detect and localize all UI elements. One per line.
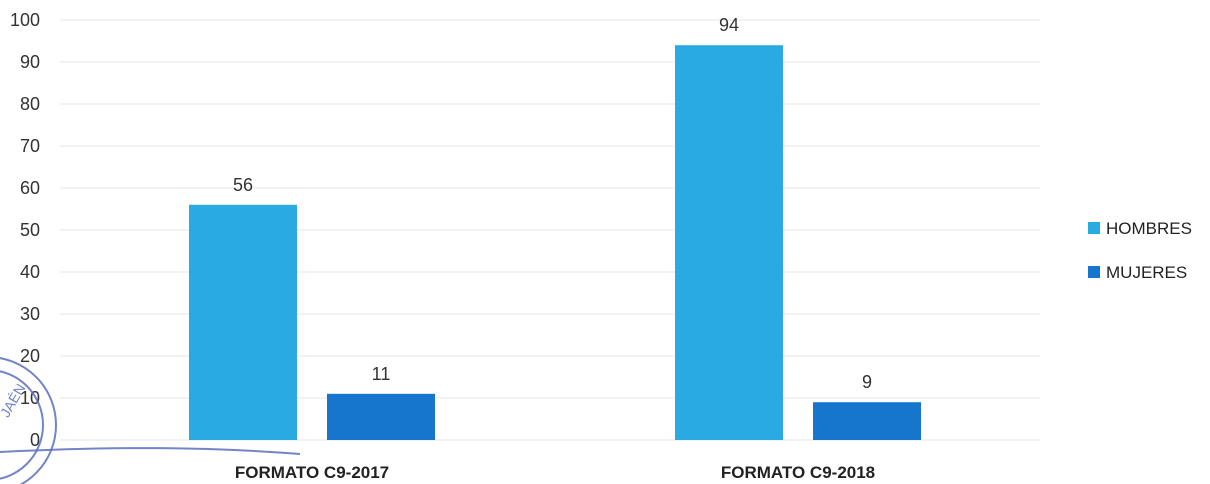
y-tick-label: 90 [20,52,40,72]
y-axis-ticks: 0 10 20 30 40 50 60 70 80 90 100 [10,10,40,450]
y-tick-label: 70 [20,136,40,156]
y-tick-label: 10 [20,388,40,408]
bar-hombres [189,204,297,440]
legend-swatch [1088,222,1100,234]
y-tick-label: 60 [20,178,40,198]
data-label: 11 [372,364,391,384]
legend: HOMBRES MUJERES [1088,219,1192,282]
seal-stamp: JAÉN [0,357,301,484]
y-tick-label: 80 [20,94,40,114]
data-labels: 56 11 94 9 [233,15,872,392]
category-label: FORMATO C9-2018 [721,463,875,482]
y-tick-label: 30 [20,304,40,324]
category-labels: FORMATO C9-2017 FORMATO C9-2018 [235,463,875,482]
data-label: 56 [233,175,253,195]
legend-label: HOMBRES [1106,219,1192,238]
bar-mujeres [813,402,921,440]
y-tick-label: 0 [30,430,40,450]
bars [189,45,921,440]
legend-swatch [1088,266,1100,278]
data-label: 94 [719,15,739,35]
category-label: FORMATO C9-2017 [235,463,389,482]
y-tick-label: 50 [20,220,40,240]
bar-mujeres [327,393,435,440]
data-label: 9 [862,372,872,392]
y-tick-label: 20 [20,346,40,366]
y-tick-label: 40 [20,262,40,282]
bar-hombres [675,45,783,440]
legend-label: MUJERES [1106,263,1187,282]
y-tick-label: 100 [10,10,40,30]
